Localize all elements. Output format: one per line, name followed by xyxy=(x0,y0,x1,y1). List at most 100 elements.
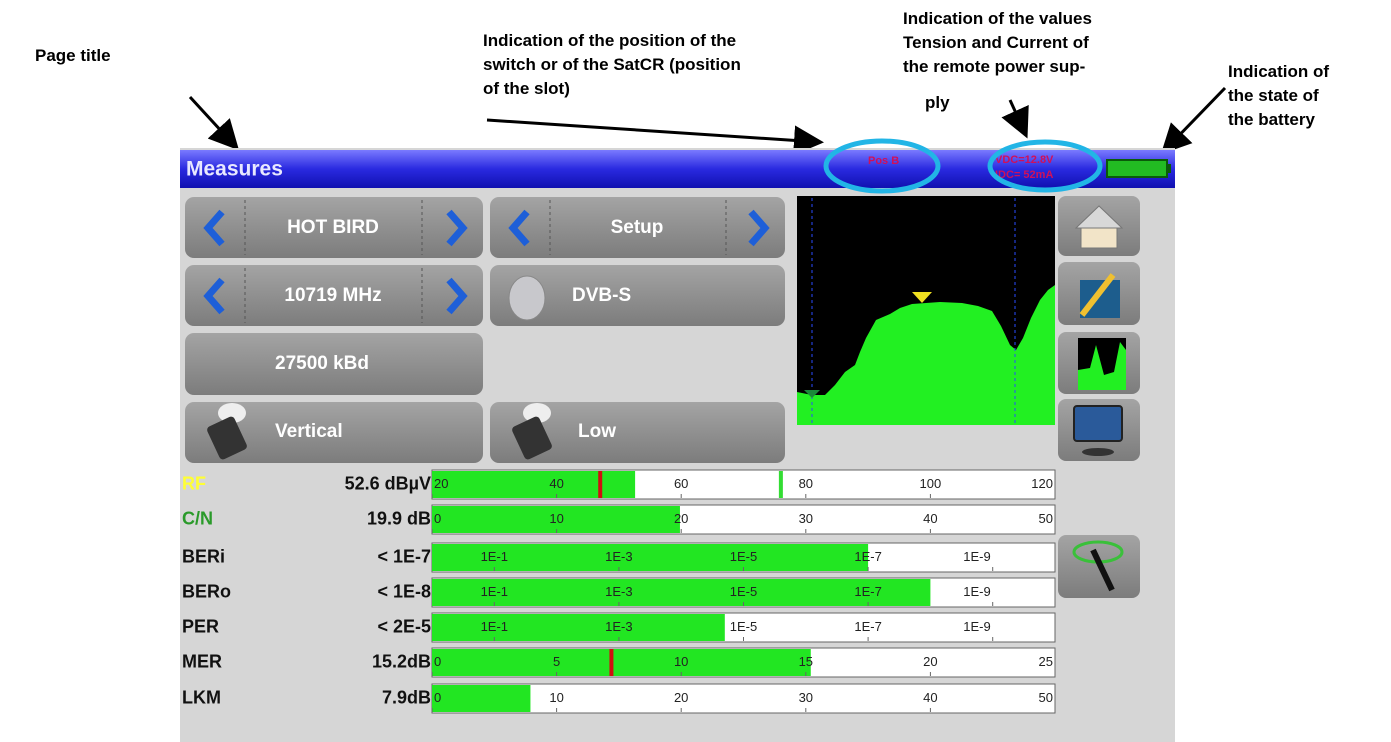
gauge-tick-label: 40 xyxy=(549,476,563,491)
measure-name: BERi xyxy=(182,546,225,566)
measure-reading: 19.9 dB xyxy=(367,508,431,528)
marker xyxy=(912,292,932,303)
measure-reading: < 2E-5 xyxy=(377,616,431,636)
button[interactable] xyxy=(490,197,785,258)
annotation: Indication of xyxy=(1228,62,1329,81)
mode[interactable]: Setup xyxy=(611,217,664,238)
band-button[interactable]: Low xyxy=(490,402,785,463)
gauge-level xyxy=(432,544,869,571)
gauge-level xyxy=(432,471,636,498)
band[interactable]: Low xyxy=(578,421,616,442)
measure-reading: 52.6 dBµV xyxy=(345,473,431,493)
gauge-level xyxy=(432,579,931,606)
gauge-tick-label: 1E-1 xyxy=(481,619,508,634)
dish-icon xyxy=(508,275,546,321)
gauge-tick-label: 1E-5 xyxy=(730,584,757,599)
symbol-rate[interactable]: 27500 kBd xyxy=(275,353,369,374)
gauge-level xyxy=(432,614,725,641)
gauge-tick-label: 1E-7 xyxy=(854,584,881,599)
button[interactable] xyxy=(185,333,483,395)
measure-name: C/N xyxy=(182,508,213,528)
satellite-selector[interactable]: HOT BIRD xyxy=(185,197,483,258)
lnb-icon xyxy=(512,416,552,460)
gauge-tick-label: 0 xyxy=(434,690,441,705)
gauge-tick-label: 0 xyxy=(434,511,441,526)
gauge-tick-label: 10 xyxy=(674,654,688,669)
gauge-tick-label: 1E-3 xyxy=(605,619,632,634)
gauge-level xyxy=(432,685,531,712)
polarization[interactable]: Vertical xyxy=(275,421,343,442)
highlight xyxy=(987,139,1103,193)
gauge-marker xyxy=(778,471,783,498)
gauge-tick-label: 15 xyxy=(799,654,813,669)
switch-position: Pos B xyxy=(868,155,899,167)
button[interactable] xyxy=(185,265,483,326)
gauge-tick-label: 20 xyxy=(674,690,688,705)
button[interactable] xyxy=(490,265,785,326)
standard-button[interactable]: DVB-S xyxy=(490,265,785,326)
frequency[interactable]: 10719 MHz xyxy=(284,285,381,306)
power-voltage: VDC=12.8V xyxy=(995,154,1054,166)
chevron-left[interactable] xyxy=(203,209,225,247)
spectrum[interactable] xyxy=(797,196,1055,425)
chevron-left[interactable] xyxy=(508,209,530,247)
gauge-tick-label: 20 xyxy=(674,511,688,526)
gauge-tick-label: 100 xyxy=(920,476,942,491)
side-buttons[interactable] xyxy=(1058,196,1140,598)
annotation: ply xyxy=(925,93,950,112)
highlight xyxy=(823,138,941,194)
gauge-tick-label: 25 xyxy=(1039,654,1053,669)
measure-reading: < 1E-8 xyxy=(377,581,431,601)
annotation: the state of xyxy=(1228,86,1319,105)
measure-name: RF xyxy=(182,473,206,493)
annotation: Indication of the values xyxy=(903,9,1092,28)
chevron-right[interactable] xyxy=(446,209,468,247)
tv-icon xyxy=(1082,448,1114,456)
polarization-button[interactable]: Vertical xyxy=(185,402,483,463)
annotation: of the slot) xyxy=(483,79,570,98)
annotation: the remote power sup- xyxy=(903,57,1085,76)
frequency-selector[interactable]: 10719 MHz xyxy=(185,265,483,326)
gauge-tick-label: 0 xyxy=(434,654,441,669)
annotation: Page title xyxy=(35,46,111,65)
mode-selector[interactable]: Setup xyxy=(490,197,785,258)
chevron-right[interactable] xyxy=(748,209,770,247)
gauge-tick-label: 1E-9 xyxy=(963,584,990,599)
gauge-tick-label: 40 xyxy=(923,511,937,526)
annotation: switch or of the SatCR (position xyxy=(483,55,741,74)
annotation: Tension and Current of xyxy=(903,33,1089,52)
gauge-tick-label: 20 xyxy=(923,654,937,669)
measure-reading: 7.9dB xyxy=(382,687,431,707)
gauge-tick-label: 20 xyxy=(434,476,448,491)
gauge-tick-label: 30 xyxy=(799,511,813,526)
button[interactable] xyxy=(185,197,483,258)
chevron-left[interactable] xyxy=(203,277,225,315)
gauge-tick-label: 1E-7 xyxy=(854,619,881,634)
standard[interactable]: DVB-S xyxy=(572,285,631,306)
measure-name: MER xyxy=(182,651,222,671)
marker xyxy=(804,390,820,398)
measure-name: LKM xyxy=(182,687,221,707)
annotations: Page title Indication of the position of… xyxy=(35,9,1329,156)
spectrum-icon xyxy=(1078,342,1126,390)
power-current: IDC= 52mA xyxy=(995,169,1053,181)
gauge-tick-label: 60 xyxy=(674,476,688,491)
button[interactable] xyxy=(185,402,483,463)
gauge-level xyxy=(432,506,680,533)
arrow xyxy=(486,118,824,156)
gauge-tick-label: 1E-3 xyxy=(605,584,632,599)
satellite[interactable]: HOT BIRD xyxy=(287,217,379,238)
gauge-tick-label: 10 xyxy=(549,690,563,705)
home-icon xyxy=(1080,227,1118,249)
gauge-marker xyxy=(609,649,614,676)
symbol-rate-button[interactable]: 27500 kBd xyxy=(185,333,483,395)
button[interactable] xyxy=(490,402,785,463)
chevron-right[interactable] xyxy=(446,277,468,315)
measure-reading: 15.2dB xyxy=(372,651,431,671)
gauge-tick-label: 1E-9 xyxy=(963,549,990,564)
gauge-tick-label: 1E-5 xyxy=(730,549,757,564)
gauge-tick-label: 50 xyxy=(1039,511,1053,526)
pointing-icon xyxy=(1090,548,1115,592)
gauge-tick-label: 1E-1 xyxy=(481,549,508,564)
